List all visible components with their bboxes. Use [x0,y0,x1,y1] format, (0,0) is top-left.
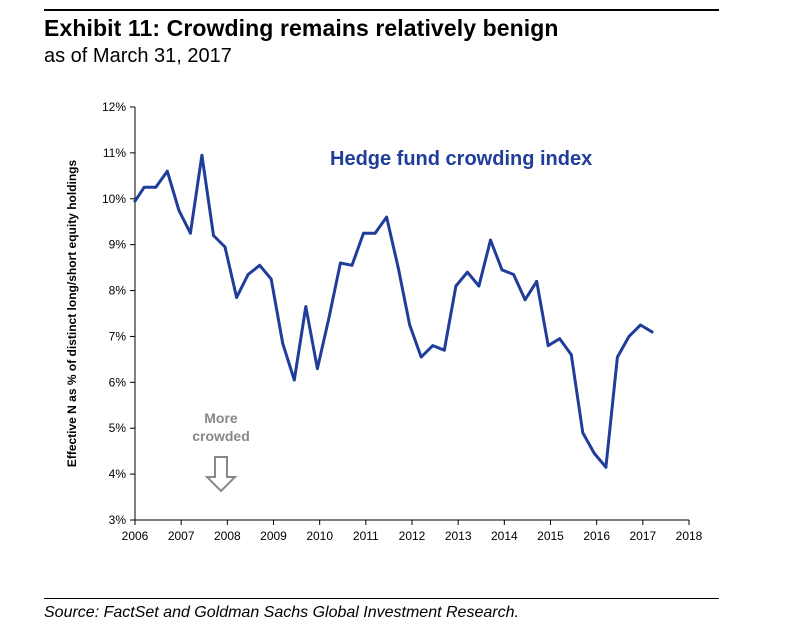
data-point [592,452,596,455]
data-point [569,353,573,357]
data-point [133,199,137,203]
x-tick-label: 2012 [399,529,426,543]
data-point [535,279,539,283]
annotation-crowded: crowded [192,428,250,444]
x-tick-label: 2008 [214,529,241,543]
data-point [616,355,619,359]
x-tick-label: 2010 [306,529,333,543]
x-tick-label: 2015 [537,529,564,543]
data-point [350,263,354,267]
data-point [362,231,365,235]
data-point [546,344,550,348]
data-point [477,284,481,288]
y-tick-label: 12% [102,100,126,114]
data-point [189,231,192,235]
y-tick-label: 4% [109,467,127,481]
y-tick-label: 6% [109,375,127,389]
data-point [235,296,238,299]
y-tick-label: 3% [109,513,127,527]
annotation-more: More [204,410,238,426]
data-point [327,316,331,320]
y-tick-label: 10% [102,192,126,206]
series-line [133,153,654,469]
x-tick-label: 2014 [491,529,518,543]
data-point [304,305,308,309]
y-axis-label: Effective N as % of distinct long/short … [65,159,79,467]
data-point [604,465,608,469]
data-point [373,231,377,235]
data-point [142,185,146,189]
data-point [500,268,504,272]
data-point [558,337,562,341]
y-tick-label: 9% [109,238,127,252]
data-point [512,273,515,276]
data-point [431,344,435,348]
data-point [165,169,169,173]
x-tick-label: 2009 [260,529,287,543]
y-axis-ticks: 3% 4% 5% 6% 7% 8% 9% 10% 11% 12% [102,100,135,527]
data-point [523,298,527,302]
data-point [454,284,458,288]
data-point [200,153,204,157]
x-tick-label: 2013 [445,529,472,543]
data-point [639,323,642,327]
chart-series [133,153,654,469]
data-point [281,341,285,345]
data-point [419,355,423,359]
x-tick-label: 2011 [353,529,379,543]
data-point [466,270,469,274]
data-point [246,273,250,276]
data-point [315,367,319,370]
x-tick-label: 2017 [629,529,656,543]
x-tick-label: 2018 [676,529,703,543]
x-tick-label: 2006 [122,529,149,543]
down-arrow-icon [204,456,238,493]
data-point [442,348,446,352]
series-label: Hedge fund crowding index [330,148,592,170]
source-note: Source: FactSet and Goldman Sachs Global… [44,604,519,621]
data-point [385,215,389,219]
top-rule [44,9,719,11]
data-point [339,261,342,265]
data-point [650,330,654,334]
data-point [269,277,273,281]
y-tick-label: 7% [109,329,127,343]
exhibit-title: Exhibit 11: Crowding remains relatively … [44,15,559,41]
data-point [627,335,631,338]
exhibit-subtitle: as of March 31, 2017 [44,45,232,67]
data-point [258,263,262,267]
x-axis-ticks: 2006 2007 2008 2009 2010 2011 2012 2013 2014 2015… [122,520,703,543]
data-point [154,185,158,189]
x-tick-label: 2007 [168,529,195,543]
x-tick-label: 2016 [583,529,610,543]
data-point [177,208,181,212]
data-point [223,245,227,249]
bottom-rule [44,598,719,599]
y-tick-label: 8% [109,284,127,298]
y-tick-label: 11% [103,146,126,160]
data-point [408,323,412,327]
data-point [489,238,492,242]
data-point [292,378,296,382]
data-point [581,431,585,435]
y-tick-label: 5% [109,421,127,435]
data-point [212,234,215,237]
data-point [396,266,400,270]
